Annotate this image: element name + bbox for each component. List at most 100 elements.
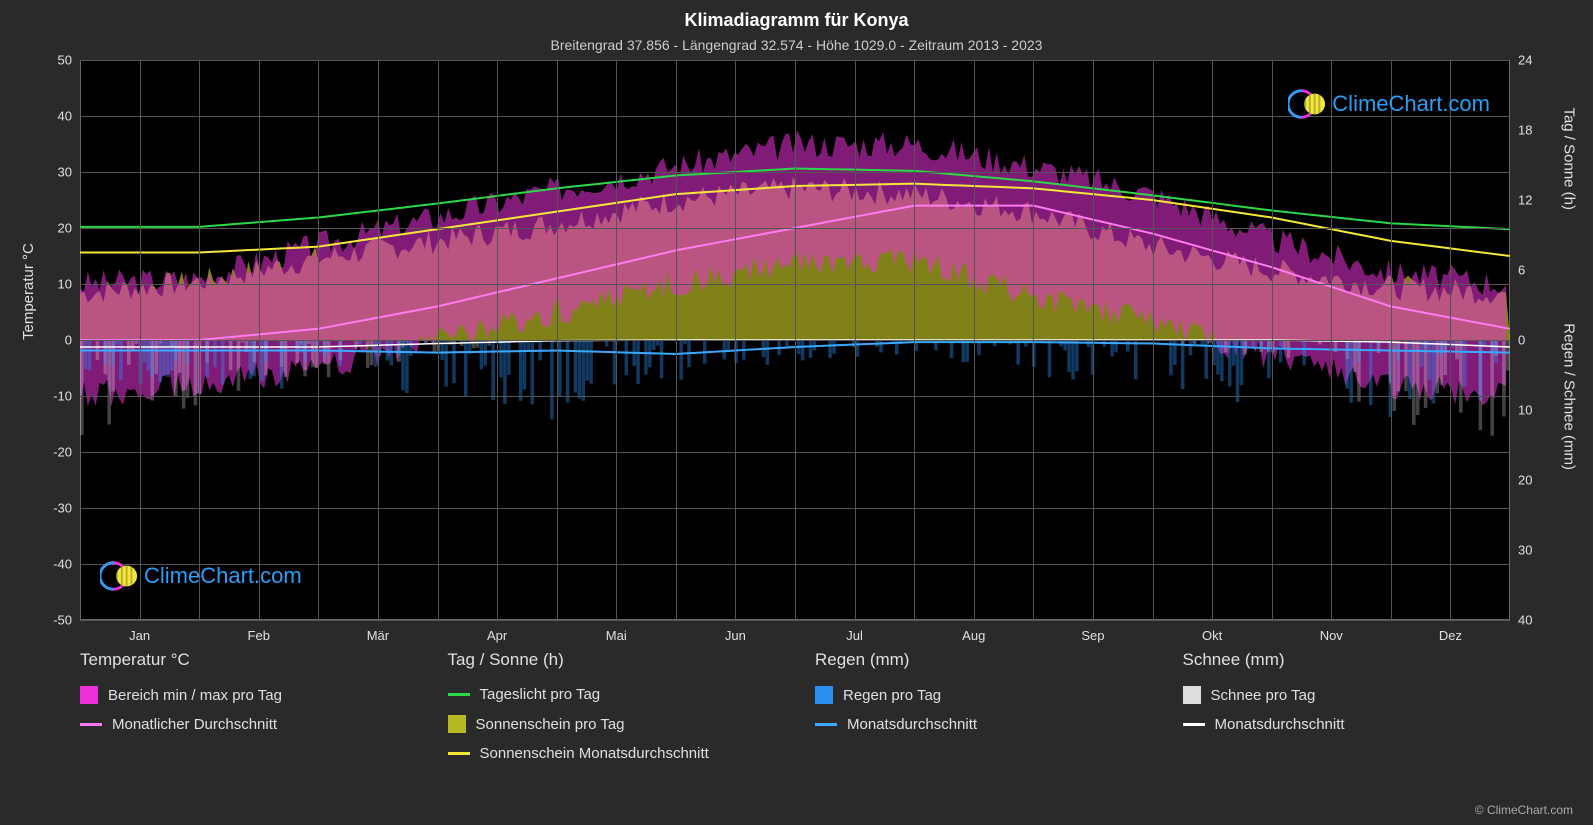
y-tick-left: -50 xyxy=(53,613,80,628)
x-tick-month: Feb xyxy=(248,620,270,643)
copyright: © ClimeChart.com xyxy=(1475,803,1573,817)
y-tick-right-top: 0 xyxy=(1510,333,1525,348)
legend-line-icon xyxy=(1183,723,1205,726)
legend: Temperatur °C Bereich min / max pro Tag Mo… xyxy=(80,650,1510,762)
legend-header: Tag / Sonne (h) xyxy=(448,650,776,670)
chart-title: Klimadiagramm für Konya xyxy=(0,0,1593,31)
grid-line-v xyxy=(1033,60,1034,620)
y-tick-left: 30 xyxy=(58,165,80,180)
grid-line-v xyxy=(497,60,498,620)
legend-header: Schnee (mm) xyxy=(1183,650,1511,670)
y-tick-left: 10 xyxy=(58,277,80,292)
x-tick-month: Jan xyxy=(129,620,150,643)
legend-label: Schnee pro Tag xyxy=(1211,687,1316,704)
legend-label: Bereich min / max pro Tag xyxy=(108,687,282,704)
y-tick-left: 50 xyxy=(58,53,80,68)
legend-label: Monatlicher Durchschnitt xyxy=(112,716,277,733)
legend-header: Regen (mm) xyxy=(815,650,1143,670)
legend-label: Sonnenschein Monatsdurchschnitt xyxy=(480,745,709,762)
grid-line-v xyxy=(199,60,200,620)
legend-label: Sonnenschein pro Tag xyxy=(476,716,625,733)
y-tick-left: 0 xyxy=(65,333,80,348)
legend-item: Monatlicher Durchschnitt xyxy=(80,716,408,733)
legend-label: Regen pro Tag xyxy=(843,687,941,704)
legend-swatch-icon xyxy=(448,715,466,733)
y-tick-left: -20 xyxy=(53,445,80,460)
legend-column: Temperatur °C Bereich min / max pro Tag Mo… xyxy=(80,650,408,762)
x-tick-month: Apr xyxy=(487,620,507,643)
legend-swatch-icon xyxy=(1183,686,1201,704)
legend-label: Monatsdurchschnitt xyxy=(847,716,977,733)
y-tick-right-top: 18 xyxy=(1510,123,1532,138)
grid-line-v xyxy=(1391,60,1392,620)
grid-line-v xyxy=(1093,60,1094,620)
y-tick-right-bottom: 40 xyxy=(1510,613,1532,628)
grid-line-v xyxy=(974,60,975,620)
x-tick-month: Jun xyxy=(725,620,746,643)
chart-subtitle: Breitengrad 37.856 - Längengrad 32.574 -… xyxy=(0,31,1593,53)
legend-item: Regen pro Tag xyxy=(815,686,1143,704)
grid-line-v xyxy=(1212,60,1213,620)
grid-line-v xyxy=(855,60,856,620)
grid-line-v xyxy=(1331,60,1332,620)
legend-item: Monatsdurchschnitt xyxy=(1183,716,1511,733)
legend-line-icon xyxy=(80,723,102,726)
watermark-text: ClimeChart.com xyxy=(144,563,302,589)
climechart-logo-icon xyxy=(100,557,138,595)
legend-swatch-icon xyxy=(815,686,833,704)
grid-line-v xyxy=(318,60,319,620)
legend-header: Temperatur °C xyxy=(80,650,408,670)
legend-label: Monatsdurchschnitt xyxy=(1215,716,1345,733)
grid-line-h xyxy=(80,620,1510,621)
grid-line-v xyxy=(1153,60,1154,620)
grid-line-v xyxy=(795,60,796,620)
x-tick-month: Sep xyxy=(1081,620,1104,643)
legend-item: Schnee pro Tag xyxy=(1183,686,1511,704)
y-axis-left-label: Temperatur °C xyxy=(20,243,37,340)
y-tick-right-top: 12 xyxy=(1510,193,1532,208)
x-tick-month: Dez xyxy=(1439,620,1462,643)
y-tick-left: 20 xyxy=(58,221,80,236)
grid-line-v xyxy=(1450,60,1451,620)
grid-line-v xyxy=(259,60,260,620)
grid-line-v xyxy=(140,60,141,620)
grid-line-v xyxy=(616,60,617,620)
legend-item: Monatsdurchschnitt xyxy=(815,716,1143,733)
climechart-logo-icon xyxy=(1288,85,1326,123)
x-tick-month: Mai xyxy=(606,620,627,643)
y-axis-right-top-label: Tag / Sonne (h) xyxy=(1561,107,1578,210)
y-tick-left: -10 xyxy=(53,389,80,404)
watermark-text: ClimeChart.com xyxy=(1332,91,1490,117)
y-tick-right-top: 6 xyxy=(1510,263,1525,278)
climate-chart: Klimadiagramm für Konya Breitengrad 37.8… xyxy=(0,0,1593,825)
legend-swatch-icon xyxy=(80,686,98,704)
watermark-top: ClimeChart.com xyxy=(1288,85,1490,123)
legend-line-icon xyxy=(448,693,470,696)
grid-line-v xyxy=(378,60,379,620)
legend-item: Sonnenschein pro Tag xyxy=(448,715,776,733)
x-tick-month: Aug xyxy=(962,620,985,643)
legend-line-icon xyxy=(448,752,470,755)
y-tick-left: -40 xyxy=(53,557,80,572)
y-tick-left: -30 xyxy=(53,501,80,516)
grid-line-v xyxy=(438,60,439,620)
grid-line-v xyxy=(735,60,736,620)
grid-line-v xyxy=(1272,60,1273,620)
y-tick-right-top: 24 xyxy=(1510,53,1532,68)
legend-label: Tageslicht pro Tag xyxy=(480,686,601,703)
legend-column: Schnee (mm) Schnee pro Tag Monatsdurchschn… xyxy=(1183,650,1511,762)
y-tick-left: 40 xyxy=(58,109,80,124)
legend-item: Bereich min / max pro Tag xyxy=(80,686,408,704)
x-tick-month: Mär xyxy=(367,620,389,643)
x-tick-month: Nov xyxy=(1320,620,1343,643)
grid-line-v xyxy=(557,60,558,620)
watermark-bottom: ClimeChart.com xyxy=(100,557,302,595)
legend-column: Tag / Sonne (h) Tageslicht pro Tag Sonnens… xyxy=(448,650,776,762)
x-tick-month: Jul xyxy=(846,620,863,643)
y-tick-right-bottom: 20 xyxy=(1510,473,1532,488)
y-tick-right-bottom: 10 xyxy=(1510,403,1532,418)
y-tick-right-bottom: 30 xyxy=(1510,543,1532,558)
y-axis-right-bottom-label: Regen / Schnee (mm) xyxy=(1561,323,1578,470)
legend-item: Sonnenschein Monatsdurchschnitt xyxy=(448,745,776,762)
legend-item: Tageslicht pro Tag xyxy=(448,686,776,703)
